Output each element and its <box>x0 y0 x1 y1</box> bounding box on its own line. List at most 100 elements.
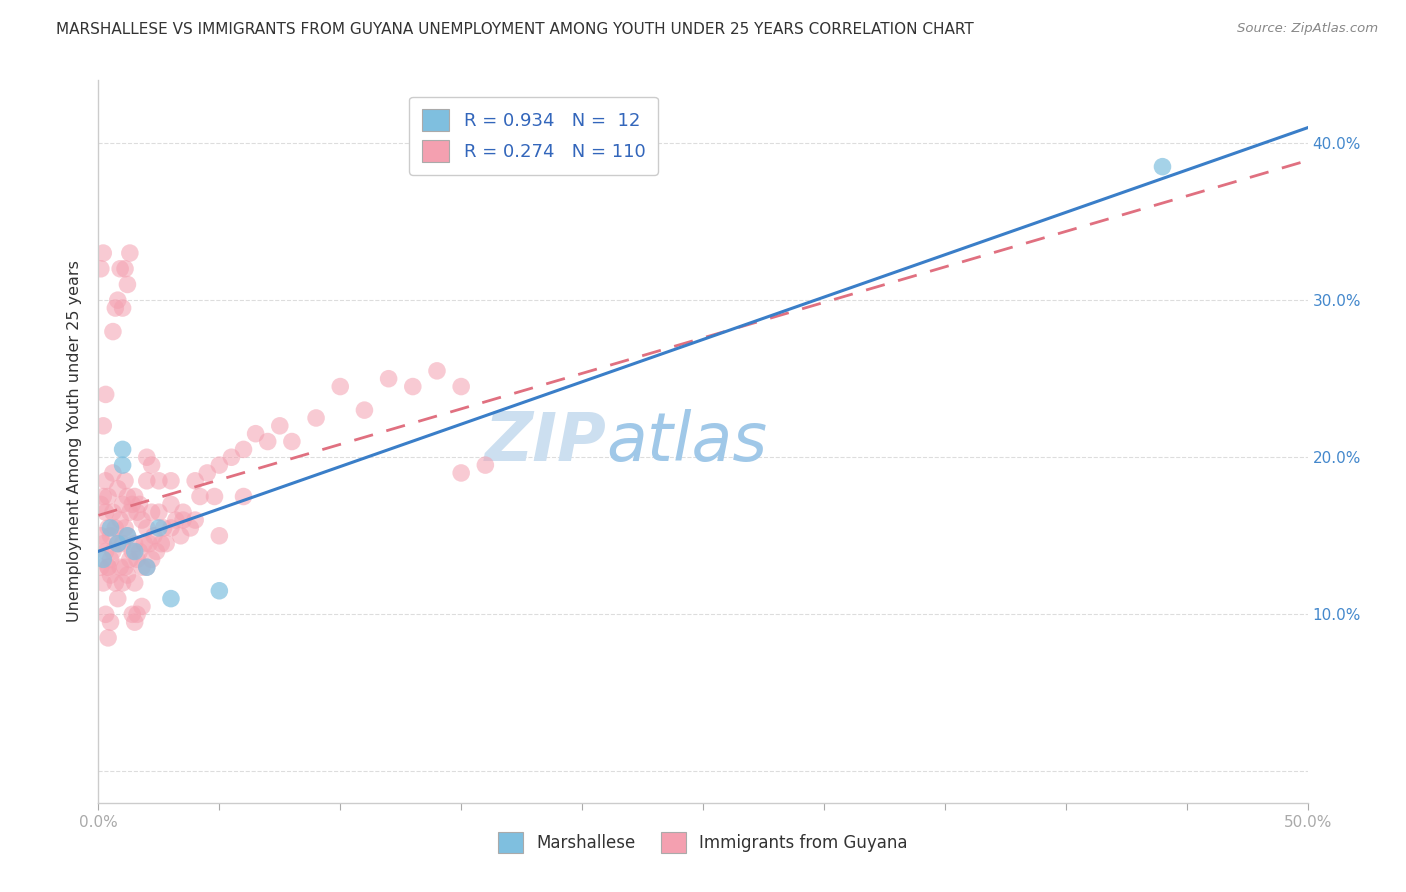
Point <box>208 583 231 598</box>
Point <box>141 552 163 566</box>
Point <box>160 497 183 511</box>
Point <box>114 560 136 574</box>
Point <box>108 513 131 527</box>
Point <box>377 372 399 386</box>
Point <box>101 466 124 480</box>
Point <box>121 544 143 558</box>
Point <box>1152 160 1174 174</box>
Point <box>118 552 141 566</box>
Point <box>172 513 194 527</box>
Point <box>97 560 120 574</box>
Point <box>104 575 127 590</box>
Legend: Marshallese, Immigrants from Guyana: Marshallese, Immigrants from Guyana <box>492 826 914 860</box>
Point <box>402 379 425 393</box>
Point <box>127 552 149 566</box>
Point <box>91 418 114 433</box>
Point <box>208 529 231 543</box>
Point <box>450 466 472 480</box>
Point <box>91 552 114 566</box>
Point <box>121 607 143 622</box>
Point <box>97 560 120 574</box>
Point <box>128 544 150 558</box>
Point <box>111 301 134 315</box>
Point <box>97 631 120 645</box>
Point <box>90 261 112 276</box>
Point <box>117 490 139 504</box>
Point <box>208 458 231 472</box>
Point <box>124 615 146 630</box>
Point <box>245 426 267 441</box>
Point <box>117 529 139 543</box>
Point <box>107 293 129 308</box>
Point <box>114 261 136 276</box>
Point <box>145 544 167 558</box>
Point <box>94 505 117 519</box>
Point <box>100 521 122 535</box>
Point <box>118 246 141 260</box>
Point <box>474 458 496 472</box>
Point <box>138 536 160 550</box>
Point <box>131 560 153 574</box>
Point <box>148 521 170 535</box>
Point <box>114 521 136 535</box>
Point <box>101 544 124 558</box>
Point <box>135 521 157 535</box>
Point <box>90 560 112 574</box>
Point <box>101 325 124 339</box>
Point <box>124 536 146 550</box>
Text: Source: ZipAtlas.com: Source: ZipAtlas.com <box>1237 22 1378 36</box>
Point <box>111 575 134 590</box>
Point <box>184 513 207 527</box>
Point <box>111 442 134 457</box>
Point <box>117 529 139 543</box>
Point <box>172 505 194 519</box>
Point <box>101 505 124 519</box>
Point <box>91 246 114 260</box>
Point <box>143 529 166 543</box>
Point <box>160 474 183 488</box>
Point <box>94 607 117 622</box>
Point <box>131 599 153 614</box>
Point <box>135 560 157 574</box>
Point <box>90 497 112 511</box>
Point <box>195 466 218 480</box>
Point <box>131 513 153 527</box>
Point <box>152 521 174 535</box>
Point <box>450 379 472 393</box>
Point <box>141 505 163 519</box>
Point <box>94 544 117 558</box>
Point <box>121 497 143 511</box>
Point <box>426 364 449 378</box>
Point <box>100 529 122 543</box>
Point <box>329 379 352 393</box>
Point <box>104 521 127 535</box>
Point <box>100 568 122 582</box>
Point <box>90 529 112 543</box>
Point <box>108 261 131 276</box>
Point <box>118 505 141 519</box>
Point <box>353 403 375 417</box>
Point <box>305 411 328 425</box>
Text: atlas: atlas <box>606 409 768 475</box>
Point <box>150 536 173 550</box>
Point <box>232 490 254 504</box>
Point <box>160 521 183 535</box>
Point <box>97 490 120 504</box>
Point <box>117 277 139 292</box>
Point <box>135 450 157 465</box>
Point <box>107 591 129 606</box>
Y-axis label: Unemployment Among Youth under 25 years: Unemployment Among Youth under 25 years <box>67 260 83 623</box>
Point <box>124 490 146 504</box>
Point <box>100 615 122 630</box>
Point <box>135 474 157 488</box>
Point <box>108 560 131 574</box>
Point <box>165 513 187 527</box>
Point <box>221 450 243 465</box>
Point <box>232 442 254 457</box>
Point <box>91 536 114 550</box>
Point <box>269 418 291 433</box>
Point <box>124 544 146 558</box>
Point <box>94 474 117 488</box>
Point <box>97 521 120 535</box>
Point <box>256 434 278 449</box>
